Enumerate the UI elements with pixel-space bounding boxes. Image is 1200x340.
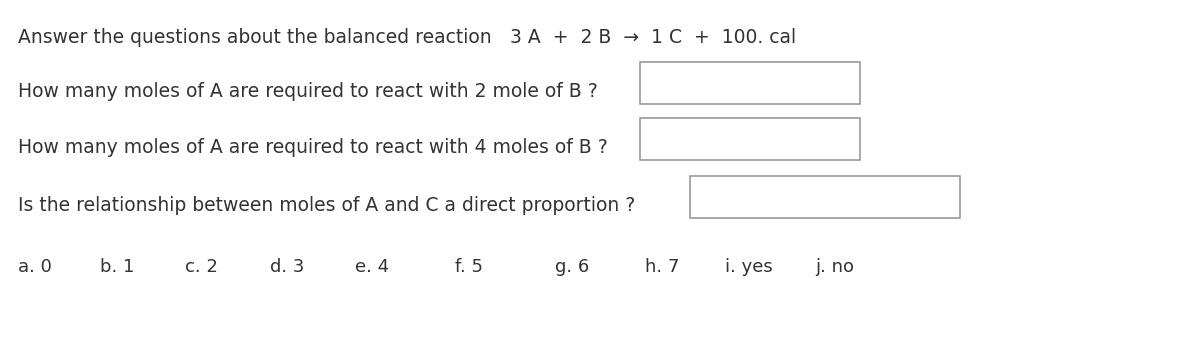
Text: g. 6: g. 6 (554, 258, 589, 276)
Bar (640, 62, 860, 104)
Text: d. 3: d. 3 (270, 258, 305, 276)
Text: Answer the questions about the balanced reaction: Answer the questions about the balanced … (18, 28, 492, 47)
Text: Is the relationship between moles of A and C a direct proportion ?: Is the relationship between moles of A a… (18, 196, 635, 215)
Text: f. 5: f. 5 (455, 258, 482, 276)
Text: 3 A  +  2 B  →  1 C  +  100. cal: 3 A + 2 B → 1 C + 100. cal (510, 28, 796, 47)
Text: h. 7: h. 7 (646, 258, 679, 276)
Text: b. 1: b. 1 (100, 258, 134, 276)
Bar (640, 118, 860, 160)
Text: e. 4: e. 4 (355, 258, 389, 276)
Text: j. no: j. no (815, 258, 854, 276)
Text: How many moles of A are required to react with 2 mole of B ?: How many moles of A are required to reac… (18, 82, 598, 101)
Text: i. yes: i. yes (725, 258, 773, 276)
Bar (690, 176, 960, 218)
Text: c. 2: c. 2 (185, 258, 218, 276)
Text: a. 0: a. 0 (18, 258, 52, 276)
Text: How many moles of A are required to react with 4 moles of B ?: How many moles of A are required to reac… (18, 138, 607, 157)
